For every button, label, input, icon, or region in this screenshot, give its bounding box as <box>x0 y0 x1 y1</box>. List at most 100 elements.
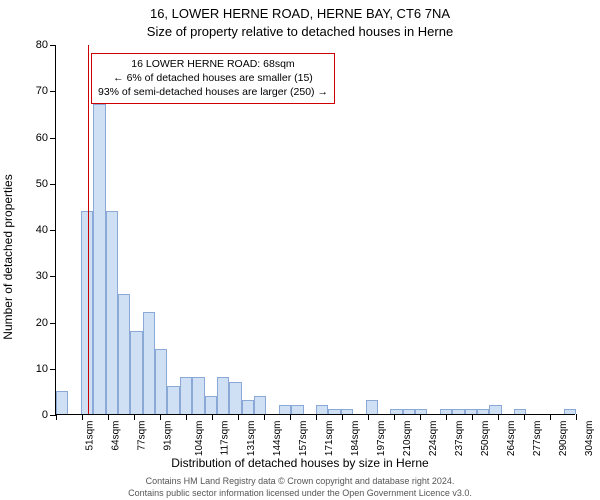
histogram-bar <box>118 294 130 414</box>
histogram-bar <box>564 409 576 414</box>
x-tick-label: 237sqm <box>454 421 465 457</box>
x-tick <box>212 414 213 420</box>
x-tick <box>264 414 265 420</box>
x-tick-label: 210sqm <box>402 421 413 457</box>
histogram-bar <box>205 396 217 415</box>
x-tick <box>82 414 83 420</box>
histogram-bar <box>291 405 303 414</box>
histogram-bar <box>316 405 328 414</box>
x-tick <box>420 414 421 420</box>
x-tick-label: 91sqm <box>163 421 174 451</box>
histogram-bar <box>180 377 192 414</box>
plot-area: 0102030405060708051sqm64sqm77sqm91sqm104… <box>55 45 575 415</box>
histogram-bar <box>452 409 464 414</box>
histogram-bar <box>489 405 501 414</box>
histogram-bar <box>477 409 489 414</box>
x-tick <box>524 414 525 420</box>
y-tick <box>50 45 56 46</box>
histogram-bar <box>81 211 93 415</box>
y-tick <box>50 184 56 185</box>
y-tick-label: 50 <box>26 178 48 190</box>
y-tick-label: 0 <box>26 409 48 421</box>
footer-line-1: Contains HM Land Registry data © Crown c… <box>0 476 600 486</box>
x-tick <box>368 414 369 420</box>
x-tick <box>134 414 135 420</box>
histogram-bar <box>143 312 155 414</box>
x-tick <box>238 414 239 420</box>
x-tick-label: 197sqm <box>376 421 387 457</box>
y-tick <box>50 138 56 139</box>
x-tick-label: 184sqm <box>350 421 361 457</box>
y-tick-label: 80 <box>26 39 48 51</box>
histogram-bar <box>242 400 254 414</box>
y-tick-label: 10 <box>26 363 48 375</box>
x-axis-label: Distribution of detached houses by size … <box>0 456 600 470</box>
x-tick-label: 171sqm <box>324 421 335 457</box>
histogram-bar <box>279 405 291 414</box>
histogram-bar <box>415 409 427 414</box>
chart-container: 16, LOWER HERNE ROAD, HERNE BAY, CT6 7NA… <box>0 0 600 500</box>
x-tick-label: 264sqm <box>506 421 517 457</box>
x-tick <box>446 414 447 420</box>
annotation-line: 93% of semi-detached houses are larger (… <box>98 85 328 99</box>
y-tick <box>50 276 56 277</box>
histogram-bar <box>155 349 167 414</box>
x-tick <box>342 414 343 420</box>
x-tick <box>394 414 395 420</box>
histogram-bar <box>366 400 378 414</box>
x-tick-label: 157sqm <box>298 421 309 457</box>
x-tick-label: 77sqm <box>137 421 148 451</box>
x-tick-label: 290sqm <box>558 421 569 457</box>
histogram-bar <box>167 386 179 414</box>
y-tick-label: 60 <box>26 132 48 144</box>
histogram-bar <box>217 377 229 414</box>
x-tick-label: 64sqm <box>111 421 122 451</box>
y-tick <box>50 323 56 324</box>
y-tick-label: 40 <box>26 224 48 236</box>
x-tick-label: 117sqm <box>219 421 230 456</box>
histogram-bar <box>390 409 402 414</box>
x-tick-label: 224sqm <box>428 421 439 457</box>
x-tick <box>290 414 291 420</box>
x-tick <box>56 414 57 420</box>
x-tick <box>576 414 577 420</box>
y-tick <box>50 230 56 231</box>
x-tick-label: 131sqm <box>246 421 257 457</box>
x-tick-label: 250sqm <box>480 421 491 457</box>
x-tick <box>160 414 161 420</box>
x-tick <box>498 414 499 420</box>
chart-title-main: 16, LOWER HERNE ROAD, HERNE BAY, CT6 7NA <box>0 6 600 21</box>
x-tick-label: 51sqm <box>85 421 96 451</box>
y-tick-label: 30 <box>26 270 48 282</box>
annotation-line: ← 6% of detached houses are smaller (15) <box>98 71 328 85</box>
histogram-bar <box>465 409 477 414</box>
y-tick-label: 20 <box>26 317 48 329</box>
marker-line <box>88 45 89 414</box>
x-tick-label: 304sqm <box>584 421 595 457</box>
annotation-line: 16 LOWER HERNE ROAD: 68sqm <box>98 57 328 71</box>
histogram-bar <box>93 104 105 414</box>
x-tick <box>472 414 473 420</box>
x-tick-label: 104sqm <box>194 421 205 457</box>
histogram-bar <box>403 409 415 414</box>
y-tick <box>50 369 56 370</box>
histogram-bar <box>254 396 266 415</box>
x-tick <box>186 414 187 420</box>
x-tick <box>108 414 109 420</box>
x-tick-label: 277sqm <box>532 421 543 457</box>
histogram-bar <box>106 211 118 415</box>
footer-line-2: Contains public sector information licen… <box>0 488 600 498</box>
y-tick-label: 70 <box>26 85 48 97</box>
histogram-bar <box>56 391 68 414</box>
x-tick <box>316 414 317 420</box>
y-tick <box>50 91 56 92</box>
histogram-bar <box>130 331 142 414</box>
annotation-box: 16 LOWER HERNE ROAD: 68sqm← 6% of detach… <box>91 53 335 104</box>
x-tick <box>550 414 551 420</box>
chart-title-sub: Size of property relative to detached ho… <box>0 24 600 39</box>
y-axis-label: Number of detached properties <box>1 174 15 339</box>
histogram-bar <box>229 382 241 414</box>
histogram-bar <box>328 409 340 414</box>
histogram-bar <box>192 377 204 414</box>
x-tick-label: 144sqm <box>272 421 283 457</box>
